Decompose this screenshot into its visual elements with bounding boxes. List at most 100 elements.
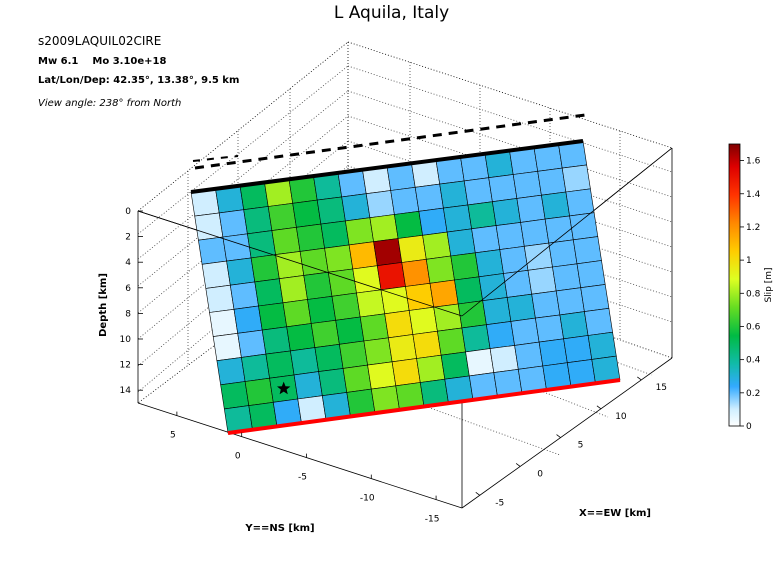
slip-patch [425,255,455,284]
ew-axis-label: X==EW [km] [579,508,651,519]
slip-patch [316,196,346,225]
slip-patch [271,226,301,255]
ns-tick-label: -15 [425,515,440,525]
slip-patch [278,275,308,304]
slip-patch [201,260,231,289]
slip-patch [296,223,325,252]
slip-patch [565,188,595,217]
hypocenter-star-icon [277,381,291,395]
ew-axis: -5 0 5 10 15 [475,376,667,508]
ew-tick-label: 10 [615,412,627,422]
ew-tick [475,491,481,496]
slip-patch [359,313,389,342]
slip-patch [365,190,395,219]
slip-patch [418,207,448,236]
slip-patch [548,239,578,268]
slip-patch [324,244,354,273]
ew-tick [556,434,561,438]
slip-patch [369,214,399,243]
slip-patch [348,241,378,270]
slip-patch [489,345,519,373]
slip-patch [495,222,525,250]
slip-patch [492,198,521,226]
slip-patch [331,292,361,321]
slip-patch [216,357,246,386]
ew-tick-label: 0 [537,469,543,479]
depth-tick-label: 14 [120,386,132,396]
front-edge [461,357,673,509]
ew-tick-label: 15 [656,383,667,393]
slip-patch [561,164,591,193]
depth-tick-label: 10 [120,335,132,345]
ew-tick [515,463,521,467]
ew-tick-label: -5 [495,498,504,508]
slip-patch [454,276,484,305]
front-edge [137,402,463,509]
slip-patch [250,254,280,283]
slip-patch [265,350,295,379]
slip-patch [241,353,270,382]
slip-patch [544,215,574,244]
slip-patch [506,293,536,322]
slip-patches [190,140,621,434]
slip-patch [482,297,512,326]
slip-patch [412,330,442,359]
slip-patch [576,260,606,289]
ns-axis: 5 0 -5 -10 -15 [170,411,440,525]
slip-patch [282,299,312,328]
slip-patch [474,249,504,278]
slip-patch [394,210,423,239]
slip-patch [401,258,431,287]
slip-patch [237,329,267,358]
slip-patch [390,186,420,215]
slip-patch [397,234,427,263]
slip-patch [243,206,273,235]
slip-patch [520,218,550,247]
event-id: s2009LAQUIL02CIRE [38,34,162,48]
ew-tick [637,376,642,381]
fault-bottom-edge [227,378,621,435]
moment-value: Mo 3.10e+18 [92,56,167,67]
slip-patch [437,327,466,356]
slip-patch [194,212,224,241]
slip-patch [373,238,403,267]
slip-patch [205,284,235,313]
slip-patch [514,341,544,370]
slip-patch [584,307,613,336]
slip-patch [303,271,333,300]
colorbar-tick-label: 1.4 [746,190,761,200]
slip-patch [367,361,397,390]
slip-patch [218,209,248,238]
slip-patch [414,183,444,212]
colorbar-tick-label: 1 [746,256,752,266]
slip-patch [318,368,348,397]
fault-top-edge [190,139,584,194]
colorbar-tick-label: 0.6 [746,322,761,332]
slip-patch [580,284,610,312]
slip-patch [244,377,274,406]
slip-patch [292,199,322,228]
slip-patch [307,295,337,324]
colorbar [728,143,741,427]
slip-patch [446,228,476,257]
slip-patch [559,311,589,340]
slip-patch [339,340,368,369]
slip-patch [341,193,371,222]
depth-axis: 0 2 4 6 8 10 12 14 [120,207,143,396]
ns-tick-label: 0 [235,452,241,462]
slip-patch [572,236,602,265]
slip-patch [563,335,593,364]
slip-patch [510,317,540,346]
slip-patch [408,306,438,335]
slip-patch [486,321,515,349]
colorbar-tick-label: 1.6 [746,157,761,167]
location-line: Lat/Lon/Dep: 42.35°, 13.38°, 9.5 km [38,75,240,86]
slip-patch [467,201,497,230]
slip-patch [587,331,617,360]
ns-tick-label: 5 [170,431,176,441]
ew-tick [596,405,602,410]
slip-patch [209,308,239,337]
slip-patch [471,225,501,254]
depth-tick-label: 2 [125,233,131,243]
front-overlay-edges [137,147,673,317]
